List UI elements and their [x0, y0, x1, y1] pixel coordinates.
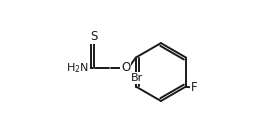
Text: O: O	[121, 61, 131, 75]
Text: H$_2$N: H$_2$N	[66, 61, 89, 75]
Text: Br: Br	[131, 73, 143, 83]
Text: F: F	[190, 81, 197, 94]
Text: S: S	[90, 30, 98, 43]
